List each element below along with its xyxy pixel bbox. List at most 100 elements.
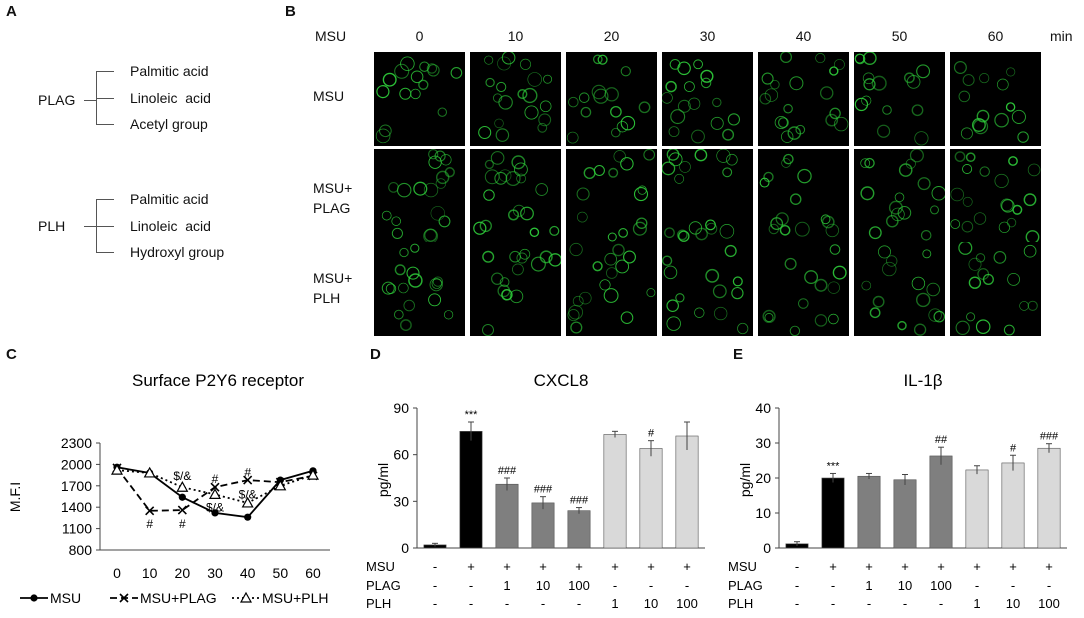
data-point <box>176 480 189 492</box>
microscopy-image-msu-plag-30 <box>662 149 753 243</box>
data-point <box>145 506 155 516</box>
panel-b-label: B <box>285 3 296 20</box>
plag-tree-branch-3 <box>96 124 114 125</box>
treatment-value: + <box>683 559 691 574</box>
y-tick-label: 1700 <box>61 478 92 494</box>
x-tick-label: 20 <box>175 565 191 581</box>
treatment-value: + <box>1045 559 1053 574</box>
plag-name: PLAG <box>38 92 76 108</box>
treatment-value: 10 <box>1006 596 1020 611</box>
panel-e-label: E <box>733 346 744 363</box>
data-point <box>143 466 156 478</box>
legend-swatch-marker <box>30 594 38 602</box>
treatment-value: 1 <box>865 578 872 593</box>
treatment-value: 100 <box>568 578 590 593</box>
plh-tree-stem <box>84 226 96 227</box>
treatment-value: + <box>611 559 619 574</box>
treatment-value: - <box>939 596 943 611</box>
x-tick-label: 0 <box>113 565 121 581</box>
y-tick-label: 30 <box>755 435 771 451</box>
y-tick-label: 30 <box>393 493 409 509</box>
legend-label: MSU <box>50 590 81 606</box>
y-tick-label: 2000 <box>61 456 92 472</box>
y-tick-label: 60 <box>393 447 409 463</box>
significance-marker: ### <box>1040 431 1059 443</box>
plag-tree-stem <box>84 100 96 101</box>
treatment-value: + <box>865 559 873 574</box>
data-point <box>244 513 252 521</box>
microscopy-image-msu-plag-50 <box>854 149 945 243</box>
chart-title: IL-1β <box>903 371 942 390</box>
microscopy-image-msu-10 <box>470 52 561 146</box>
treatment-value: 1 <box>503 578 510 593</box>
bar <box>567 510 591 549</box>
bar <box>531 502 555 549</box>
plag-group-1: Palmitic acid <box>130 63 209 79</box>
treatment-value: + <box>973 559 981 574</box>
treatment-value: - <box>469 596 473 611</box>
treatment-value: 100 <box>676 596 698 611</box>
x-tick-label: 50 <box>273 565 289 581</box>
x-tick-label: 40 <box>240 565 256 581</box>
treatment-value: 100 <box>1038 596 1060 611</box>
data-point <box>243 475 253 485</box>
treatment-value: - <box>433 559 437 574</box>
bar <box>929 455 953 549</box>
y-tick-label: 20 <box>755 470 771 486</box>
time-point-label: 40 <box>795 28 812 44</box>
treatment-row-label: PLH <box>728 596 753 611</box>
treatment-value: 1 <box>973 596 980 611</box>
treatment-value: - <box>903 596 907 611</box>
legend-label: MSU+PLH <box>262 590 329 606</box>
treatment-value: - <box>505 596 509 611</box>
treatment-value: + <box>937 559 945 574</box>
y-tick-label: 1100 <box>62 521 92 537</box>
treatment-row-label: MSU <box>728 559 757 574</box>
line-chart-p2y6: Surface P2Y6 receptor 800 1100 1400 1700 2000… <box>7 371 330 606</box>
x-tick-label: 10 <box>142 565 158 581</box>
treatment-row-label: PLAG <box>728 578 763 593</box>
plag-group-3: Acetyl group <box>130 116 208 132</box>
significance-annotation: $/& <box>206 500 224 514</box>
significance-annotation: # <box>179 517 186 531</box>
time-point-label: 0 <box>415 28 424 44</box>
significance-annotation: # <box>146 517 153 531</box>
bar <box>495 483 519 549</box>
chart-title: Surface P2Y6 receptor <box>132 371 304 390</box>
microscopy-image-msu-plh-10 <box>470 242 561 336</box>
treatment-value: + <box>1009 559 1017 574</box>
significance-annotation: $/& <box>239 488 257 502</box>
plh-tree-branch-1 <box>96 199 114 200</box>
y-tick-label: 800 <box>69 542 93 558</box>
row-label-msu-plag: MSU+ PLAG <box>313 180 353 216</box>
microscopy-image-msu-plh-30 <box>662 242 753 336</box>
significance-annotation: # <box>244 466 251 480</box>
time-point-label: 50 <box>891 28 908 44</box>
microscopy-image-msu-plh-40 <box>758 242 849 336</box>
time-point-label: 20 <box>603 28 620 44</box>
bar <box>857 475 881 549</box>
plag-tree-branch-2 <box>96 98 114 99</box>
y-tick-label: 90 <box>393 400 409 416</box>
treatment-value: - <box>975 578 979 593</box>
treatment-value: - <box>867 596 871 611</box>
plag-group-2: Linoleic acid <box>130 90 211 106</box>
plh-tree-branch-3 <box>96 252 114 253</box>
time-unit: min <box>1050 28 1073 44</box>
data-point <box>210 482 220 492</box>
legend-swatch-marker <box>119 593 129 603</box>
data-point <box>208 488 222 499</box>
microscopy-image-msu-0 <box>374 52 465 146</box>
y-tick-label: 1400 <box>61 499 92 515</box>
x-tick-label: 60 <box>305 565 321 581</box>
significance-annotation: $/& <box>173 469 191 483</box>
significance-marker: ### <box>570 495 589 507</box>
y-axis-label: pg/ml <box>375 463 391 497</box>
row-label-msu: MSU <box>313 88 345 104</box>
microscopy-image-msu-30 <box>662 52 753 146</box>
microscopy-image-msu-plh-20 <box>566 242 657 336</box>
chart-title: CXCL8 <box>534 371 589 390</box>
plh-tree-branch-2 <box>96 226 114 227</box>
data-point <box>178 493 186 501</box>
bar <box>639 448 663 549</box>
